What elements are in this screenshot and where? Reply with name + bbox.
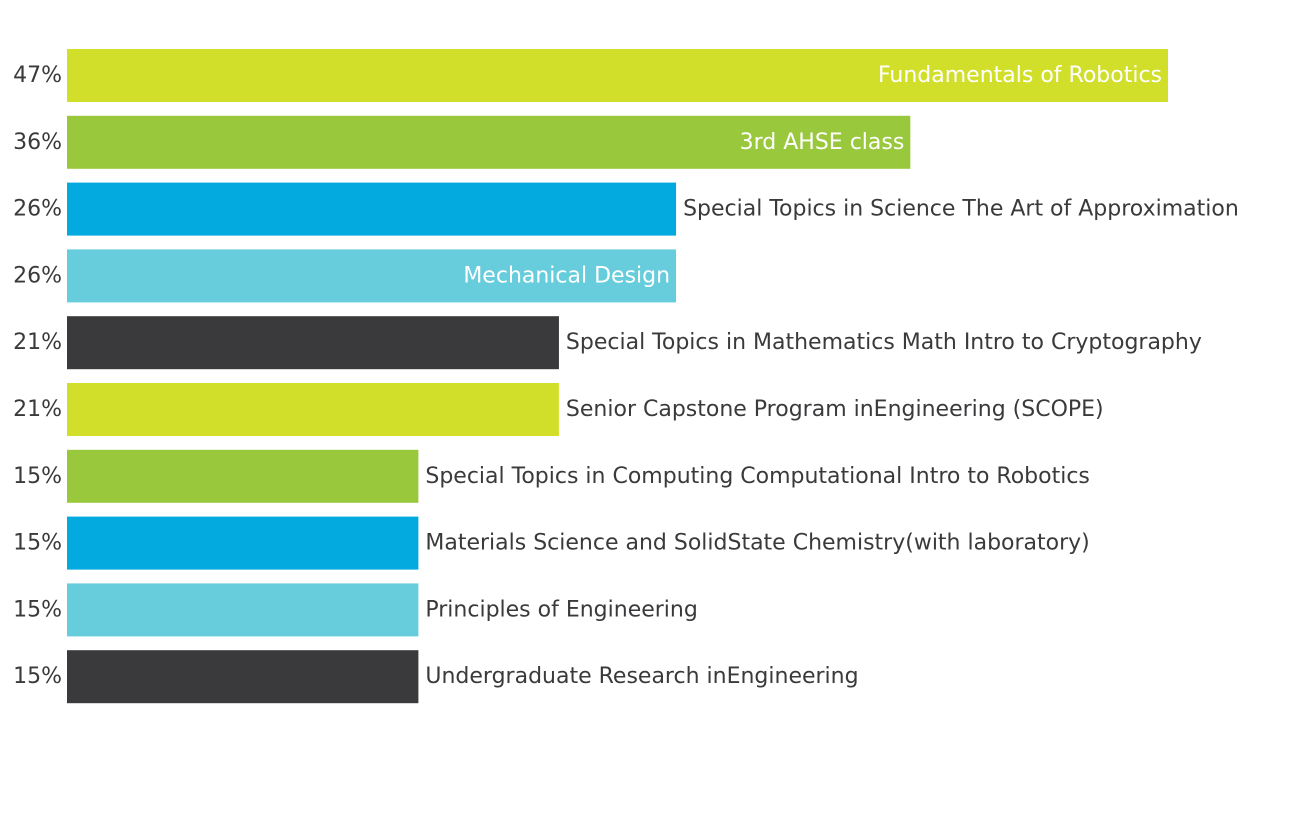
value-label: 47% xyxy=(13,63,62,88)
category-label: Materials Science and SolidState Chemist… xyxy=(425,531,1089,556)
category-label: Undergraduate Research inEngineering xyxy=(425,664,858,689)
value-label: 21% xyxy=(13,397,62,422)
value-label: 15% xyxy=(13,597,62,622)
bar xyxy=(67,182,677,236)
category-label: Senior Capstone Program inEngineering (S… xyxy=(566,397,1104,422)
bar xyxy=(67,516,419,570)
value-label: 26% xyxy=(13,197,62,222)
bars-layer xyxy=(67,49,1168,704)
value-label: 36% xyxy=(13,130,62,155)
bar xyxy=(67,49,1168,102)
value-label: 15% xyxy=(13,464,62,489)
category-label: Principles of Engineering xyxy=(425,597,697,622)
category-label: Fundamentals of Robotics xyxy=(878,63,1162,88)
bar xyxy=(67,316,559,370)
bar xyxy=(67,115,911,169)
labels-layer: 47% Fundamentals of Robotics 36% 3rd AHSE c… xyxy=(13,63,1239,689)
value-label: 15% xyxy=(13,531,62,556)
category-label: Mechanical Design xyxy=(463,263,670,288)
value-label: 26% xyxy=(13,263,62,288)
value-label: 21% xyxy=(13,330,62,355)
bar xyxy=(67,449,419,503)
category-label: Special Topics in Mathematics Math Intro… xyxy=(566,330,1202,355)
category-label: Special Topics in Science The Art of App… xyxy=(683,197,1239,222)
bar xyxy=(67,383,559,436)
value-label: 15% xyxy=(13,664,62,689)
category-label: Special Topics in Computing Computationa… xyxy=(425,464,1090,489)
bar xyxy=(67,583,419,637)
bar xyxy=(67,249,677,303)
category-label: 3rd AHSE class xyxy=(740,130,905,155)
bar xyxy=(67,650,419,704)
